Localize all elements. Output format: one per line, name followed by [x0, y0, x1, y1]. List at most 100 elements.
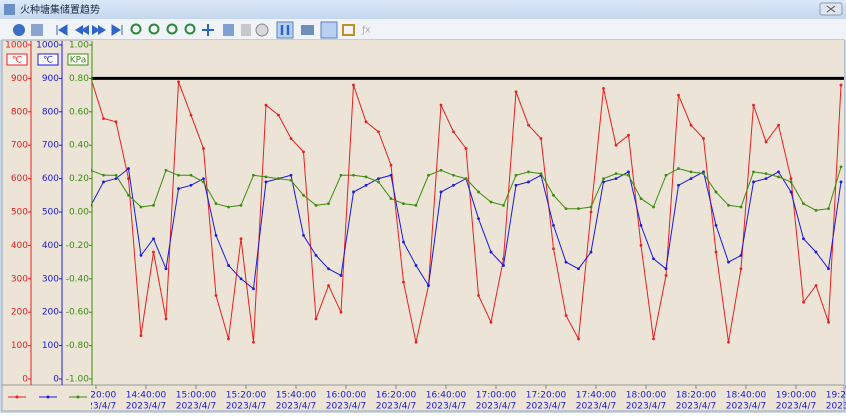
pause-button[interactable] [276, 21, 294, 39]
data-point [689, 170, 693, 174]
x-tick-label: 18:20:00 [676, 391, 717, 401]
unit-box [6, 53, 28, 66]
data-point [477, 217, 480, 221]
data-point [677, 93, 680, 97]
x-tick-label: 17:40:00 [576, 391, 617, 401]
data-point [489, 320, 493, 324]
data-point [627, 133, 630, 137]
data-point [627, 173, 630, 177]
x-tick-date: 2023/4/7 [276, 402, 316, 412]
last-button[interactable] [111, 24, 123, 36]
x-tick-label: 16:40:00 [426, 391, 467, 401]
y-tick-label: 0.80 [69, 74, 89, 84]
data-point [227, 337, 230, 341]
data-point [102, 117, 105, 120]
data-point [514, 90, 518, 94]
data-point [364, 175, 368, 179]
x-tick-label: 18:00:00 [626, 391, 667, 401]
zoom-out-button[interactable] [166, 23, 178, 35]
data-point [664, 267, 668, 271]
data-point [152, 250, 155, 254]
pan-button[interactable] [202, 24, 214, 36]
data-point [552, 193, 555, 197]
x-tick-label: 16:20:00 [376, 391, 417, 401]
x-tick-date: 2023/4/7 [776, 402, 816, 412]
x-tick-label: 17:20:00 [526, 391, 567, 401]
data-point [202, 180, 205, 184]
y-tick-label: 500 [42, 208, 59, 218]
data-point [727, 260, 730, 264]
data-point [452, 173, 455, 177]
data-point [177, 80, 180, 84]
unit-box [67, 53, 89, 66]
y-tick-label: 300 [11, 274, 28, 284]
data-point [577, 207, 580, 211]
data-point [239, 237, 243, 241]
data-point [814, 250, 818, 254]
help-button[interactable] [13, 24, 25, 36]
list-button[interactable] [241, 24, 251, 36]
data-point [402, 280, 405, 284]
clock-button[interactable] [255, 23, 269, 37]
x-tick-label: 14:40:00 [126, 391, 167, 401]
data-point [314, 203, 318, 207]
data-point [252, 287, 255, 291]
data-point [777, 170, 780, 174]
data-point [302, 233, 305, 237]
data-point [139, 334, 143, 337]
data-point [439, 168, 443, 172]
x-tick-date: 2023/4/7 [376, 402, 416, 412]
data-point [227, 205, 230, 209]
data-point [464, 147, 468, 150]
cursor-button[interactable] [320, 21, 338, 39]
data-point [764, 140, 768, 144]
close-icon [826, 5, 836, 13]
data-point [277, 177, 280, 181]
first-button[interactable] [56, 24, 68, 36]
fit-button[interactable] [223, 24, 234, 36]
next-button[interactable] [92, 25, 106, 35]
data-point [789, 180, 793, 184]
data-point [302, 193, 305, 197]
calendar-button[interactable] [31, 24, 43, 36]
y-tick-label: -1.00 [66, 375, 90, 385]
x-tick-date: 2023/4/7 [626, 402, 666, 412]
y-tick-label: 900 [11, 74, 28, 84]
data-point [752, 103, 755, 107]
data-point [239, 277, 243, 281]
y-tick-label: 0 [22, 375, 28, 385]
plot-area [91, 40, 844, 385]
data-point [477, 294, 480, 297]
data-point [364, 183, 368, 187]
data-point [452, 130, 455, 134]
zoom-reset-button[interactable] [184, 23, 196, 35]
data-point [639, 197, 643, 201]
data-point [102, 173, 105, 177]
data-point [264, 103, 268, 107]
print-button[interactable] [301, 25, 314, 35]
zoom-in-button[interactable] [148, 23, 160, 35]
data-point [814, 208, 818, 212]
zoom-button[interactable] [130, 23, 142, 35]
data-point [152, 203, 155, 207]
data-point [764, 172, 768, 175]
data-point [802, 237, 805, 241]
data-point [514, 173, 518, 177]
y-tick-label: 0.40 [69, 141, 89, 151]
data-point [402, 202, 405, 206]
data-point [414, 264, 418, 267]
data-point [664, 173, 668, 177]
data-point [789, 177, 793, 181]
data-point [602, 177, 605, 181]
data-point [339, 274, 343, 277]
fx-button[interactable]: ƒx [361, 26, 371, 36]
x-tick-date: 2023/4/7 [176, 402, 216, 412]
data-point [777, 123, 780, 127]
data-point [402, 240, 405, 244]
select-button[interactable] [342, 24, 355, 36]
data-point [189, 113, 193, 117]
data-point [214, 233, 218, 237]
title-bar [0, 0, 846, 19]
prev-button[interactable] [75, 25, 89, 35]
